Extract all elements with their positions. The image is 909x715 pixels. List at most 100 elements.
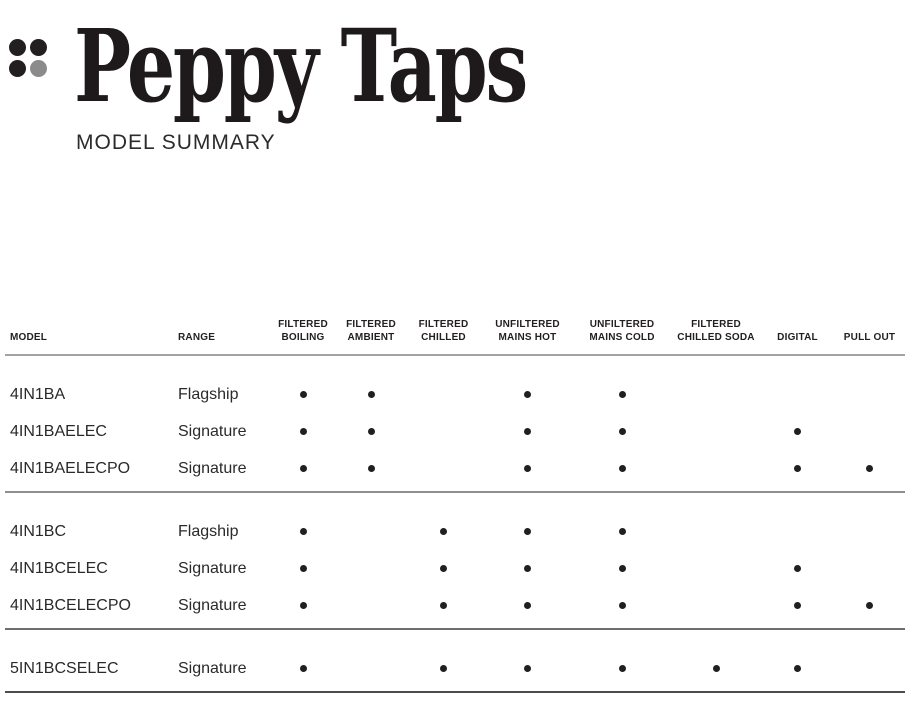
logo-dot-1: [9, 39, 26, 56]
feature-cell-unfiltered_mains_cold: [573, 629, 671, 692]
feature-dot: [794, 565, 801, 573]
feature-dot: [299, 565, 307, 573]
feature-cell-unfiltered_mains_cold: [573, 355, 671, 413]
feature-cell-unfiltered_mains_cold: [573, 450, 671, 492]
feature-dot: [440, 665, 447, 673]
range-cell: Signature: [178, 660, 247, 677]
feature-dot: [299, 528, 307, 536]
column-header-pull_out: PULL OUT: [843, 332, 896, 343]
feature-cell-unfiltered_mains_cold: [573, 550, 671, 587]
feature-dot: [618, 391, 626, 399]
feature-dot: [618, 602, 626, 610]
feature-cell-pull_out: [834, 450, 905, 492]
feature-cell-filtered_boiling: [269, 587, 337, 629]
model-summary-section: MODEL RANGE FILTERED BOILING FILTERED AMBIE…: [5, 318, 905, 693]
feature-dot: [618, 528, 626, 536]
feature-dot: [794, 428, 801, 436]
feature-cell-filtered_boiling: [269, 355, 337, 413]
feature-dot: [440, 528, 447, 536]
feature-dot: [866, 602, 873, 610]
feature-cell-unfiltered_mains_hot: [482, 450, 573, 492]
feature-cell-digital: [761, 450, 834, 492]
column-header-unfiltered_mains_hot: UNFILTERED MAINS HOT: [495, 319, 560, 343]
feature-cell-filtered_chilled: [405, 413, 482, 450]
feature-cell-pull_out: [834, 587, 905, 629]
page-subtitle: MODEL SUMMARY: [76, 131, 276, 154]
feature-dot: [367, 428, 375, 436]
model-cell: 4IN1BCELEC: [10, 560, 108, 577]
feature-dot: [299, 428, 307, 436]
model-group-3: 5IN1BCSELEC Signature: [5, 629, 905, 692]
feature-cell-filtered_ambient: [337, 550, 405, 587]
table-head: MODEL RANGE FILTERED BOILING FILTERED AMBIE…: [5, 318, 905, 355]
feature-cell-digital: [761, 355, 834, 413]
feature-dot: [440, 565, 447, 573]
feature-dot: [524, 465, 531, 473]
feature-cell-digital: [761, 587, 834, 629]
table-row-4IN1BCELEC: 4IN1BCELEC Signature: [5, 550, 905, 587]
feature-cell-filtered_chilled: [405, 492, 482, 550]
feature-cell-pull_out: [834, 492, 905, 550]
feature-cell-unfiltered_mains_hot: [482, 629, 573, 692]
feature-dot: [794, 602, 801, 610]
feature-cell-filtered_chilled_soda: [671, 450, 761, 492]
feature-cell-filtered_chilled: [405, 587, 482, 629]
range-cell: Signature: [178, 597, 247, 614]
feature-dot: [299, 465, 307, 473]
feature-cell-filtered_chilled_soda: [671, 629, 761, 692]
column-header-model: MODEL: [10, 332, 48, 343]
feature-dot: [524, 428, 531, 436]
feature-dot: [794, 465, 801, 473]
column-header-filtered_ambient: FILTERED AMBIENT: [346, 319, 396, 343]
model-cell: 4IN1BA: [10, 386, 66, 403]
feature-cell-unfiltered_mains_cold: [573, 413, 671, 450]
feature-dot: [440, 602, 447, 610]
header-row: MODEL RANGE FILTERED BOILING FILTERED AMBIE…: [5, 318, 905, 355]
range-cell: Signature: [178, 560, 247, 577]
feature-cell-filtered_boiling: [269, 492, 337, 550]
feature-cell-filtered_chilled_soda: [671, 550, 761, 587]
brand-title: Peppy Taps: [74, 7, 528, 125]
feature-cell-digital: [761, 413, 834, 450]
model-cell: 4IN1BAELECPO: [10, 460, 131, 477]
feature-dot: [524, 602, 531, 610]
feature-cell-filtered_ambient: [337, 450, 405, 492]
table-row-5IN1BCSELEC: 5IN1BCSELEC Signature: [5, 629, 905, 692]
feature-cell-unfiltered_mains_hot: [482, 413, 573, 450]
feature-dot: [618, 665, 626, 673]
feature-dot: [618, 465, 626, 473]
column-header-unfiltered_mains_cold: UNFILTERED MAINS COLD: [589, 319, 655, 343]
feature-cell-pull_out: [834, 550, 905, 587]
feature-cell-filtered_chilled: [405, 355, 482, 413]
brand-logo-dots-icon: [9, 39, 47, 77]
feature-dot: [299, 602, 307, 610]
feature-dot: [866, 465, 873, 473]
feature-dot: [299, 391, 307, 399]
model-cell: 4IN1BCELECPO: [10, 597, 131, 614]
feature-cell-filtered_ambient: [337, 413, 405, 450]
feature-dot: [618, 428, 626, 436]
model-cell: 4IN1BAELEC: [10, 423, 107, 440]
model-group-1: 4IN1BA Flagship 4IN1BAELEC Signature 4IN1BAE…: [5, 355, 905, 492]
feature-cell-filtered_boiling: [269, 413, 337, 450]
range-cell: Signature: [178, 460, 247, 477]
column-header-filtered_boiling: FILTERED BOILING: [278, 319, 328, 343]
feature-cell-unfiltered_mains_hot: [482, 492, 573, 550]
feature-cell-filtered_chilled: [405, 450, 482, 492]
logo-dot-4: [30, 60, 47, 77]
feature-dot: [367, 465, 375, 473]
table-row-4IN1BC: 4IN1BC Flagship: [5, 492, 905, 550]
feature-cell-unfiltered_mains_hot: [482, 355, 573, 413]
logo-dot-2: [30, 39, 47, 56]
column-header-filtered_chilled: FILTERED CHILLED: [418, 319, 469, 343]
feature-cell-digital: [761, 550, 834, 587]
feature-cell-unfiltered_mains_cold: [573, 492, 671, 550]
feature-cell-filtered_chilled_soda: [671, 492, 761, 550]
feature-cell-filtered_ambient: [337, 355, 405, 413]
feature-cell-filtered_chilled_soda: [671, 355, 761, 413]
feature-dot: [712, 665, 720, 673]
model-group-2: 4IN1BC Flagship 4IN1BCELEC Signature 4IN1BCE…: [5, 492, 905, 629]
table-row-4IN1BAELECPO: 4IN1BAELECPO Signature: [5, 450, 905, 492]
column-header-filtered_chilled_soda: FILTERED CHILLED SODA: [677, 319, 755, 343]
